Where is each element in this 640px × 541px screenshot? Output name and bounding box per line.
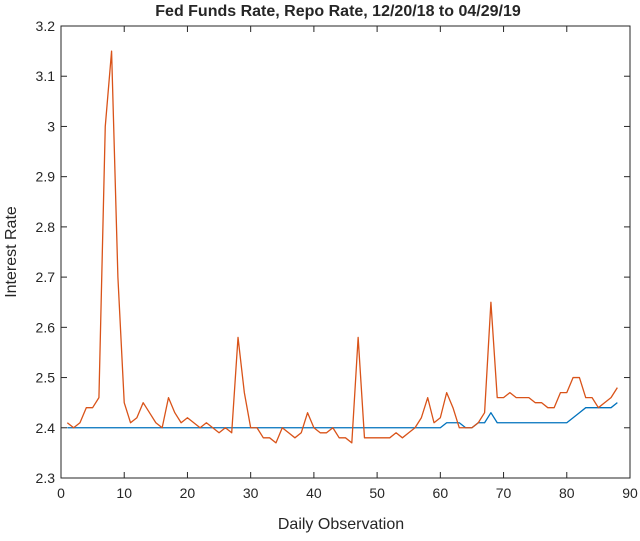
y-tick-label: 2.3: [36, 470, 56, 486]
y-axis-label: Interest Rate: [3, 206, 20, 298]
y-tick-label: 2.7: [36, 269, 56, 285]
y-tick-label: 2.8: [36, 219, 56, 235]
x-tick-label: 30: [243, 485, 259, 501]
series-layer: [66, 50, 618, 444]
y-axis-ticks: 2.3 2.4 2.5 2.6 2.7 2.8 2.9 3 3.1 3.2: [36, 18, 630, 486]
x-tick-label: 90: [622, 485, 638, 501]
y-tick-label: 2.4: [36, 420, 56, 436]
x-tick-label: 80: [559, 485, 575, 501]
series-line-2: [66, 50, 618, 444]
x-tick-label: 0: [57, 485, 65, 501]
y-tick-label: 2.5: [36, 370, 56, 386]
x-axis-label: Daily Observation: [278, 516, 404, 533]
x-tick-label: 50: [369, 485, 385, 501]
x-tick-label: 70: [496, 485, 512, 501]
x-tick-label: 10: [116, 485, 132, 501]
y-tick-label: 3: [47, 118, 55, 134]
series-line-1: [67, 402, 618, 429]
y-tick-label: 3.1: [36, 68, 56, 84]
y-tick-label: 3.2: [36, 18, 56, 34]
x-tick-label: 40: [306, 485, 322, 501]
x-tick-label: 60: [433, 485, 449, 501]
x-tick-label: 20: [180, 485, 196, 501]
plot-frame: [60, 25, 631, 479]
chart-title: Fed Funds Rate, Repo Rate, 12/20/18 to 0…: [155, 3, 521, 20]
y-tick-label: 2.9: [36, 169, 56, 185]
x-axis-ticks: 0 10 20 30 40 50 60 70 80 90: [57, 26, 638, 501]
y-tick-label: 2.6: [36, 319, 56, 335]
